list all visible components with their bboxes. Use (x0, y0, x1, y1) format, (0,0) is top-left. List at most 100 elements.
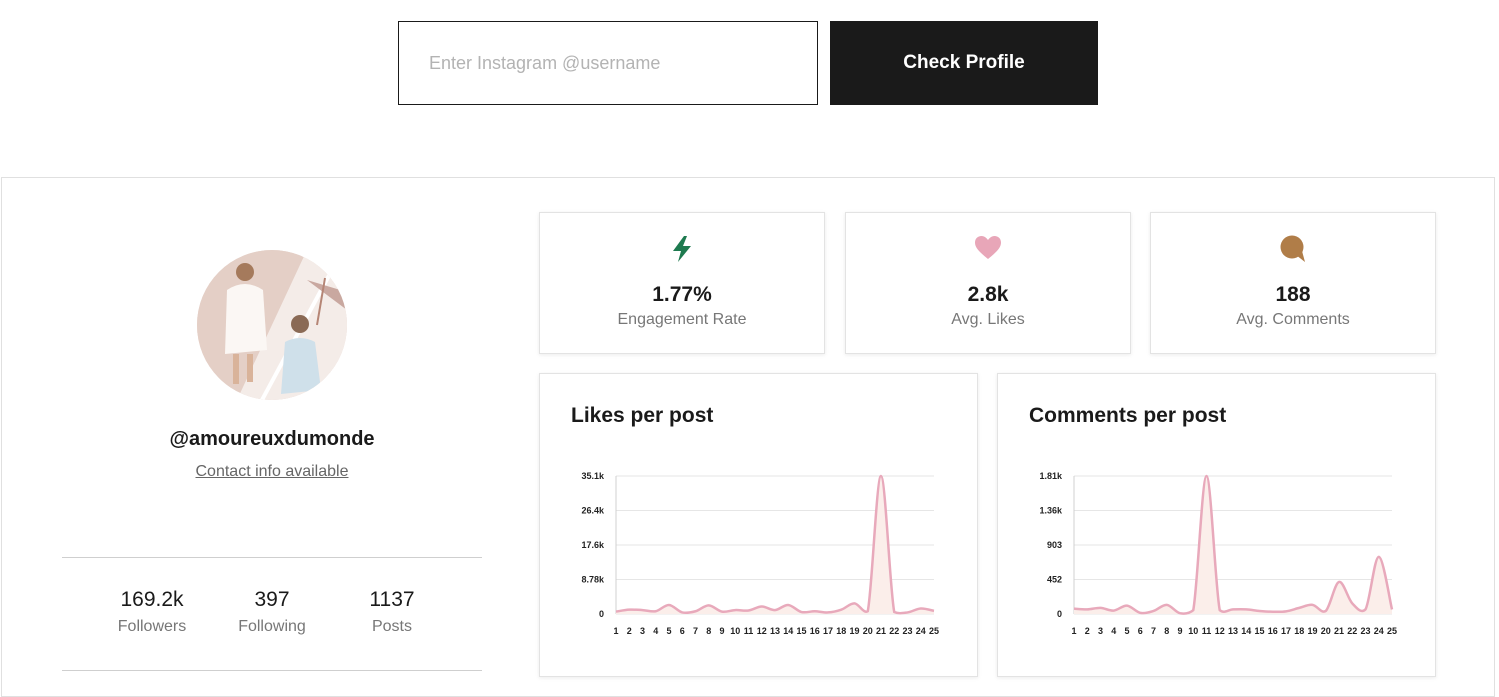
stat-followers: 169.2k Followers (92, 588, 212, 636)
profile-column: @amoureuxdumonde Contact info available … (62, 178, 482, 696)
x-tick-label: 25 (929, 626, 939, 636)
x-tick-label: 24 (916, 626, 926, 636)
x-tick-label: 6 (680, 626, 685, 636)
series-line (1073, 474, 1394, 615)
x-tick-label: 18 (836, 626, 846, 636)
metric-value: 1.77% (652, 283, 712, 306)
profile-stats: 169.2k Followers 397 Following 1137 Post… (62, 588, 482, 638)
stat-posts: 1137 Posts (332, 588, 452, 636)
x-tick-label: 25 (1387, 626, 1397, 636)
x-tick-label: 18 (1294, 626, 1304, 636)
chat-bubble-icon (1151, 235, 1435, 263)
x-tick-label: 8 (1164, 626, 1169, 636)
x-tick-label: 14 (783, 626, 793, 636)
y-tick-label: 17.6k (581, 540, 605, 550)
x-tick-label: 9 (1177, 626, 1182, 636)
y-tick-label: 1.36k (1039, 506, 1063, 516)
check-profile-button[interactable]: Check Profile (830, 21, 1098, 105)
x-tick-label: 24 (1374, 626, 1384, 636)
username-input[interactable] (399, 22, 817, 104)
x-tick-label: 10 (1188, 626, 1198, 636)
avg-comments-card: 188 Avg. Comments (1150, 212, 1436, 354)
stat-value: 397 (254, 588, 290, 611)
y-tick-label: 452 (1047, 575, 1062, 585)
username-search-field[interactable] (398, 21, 818, 105)
y-tick-label: 0 (1057, 609, 1062, 619)
x-tick-label: 2 (1085, 626, 1090, 636)
chart-title: Comments per post (1029, 404, 1227, 427)
stat-value: 169.2k (120, 588, 184, 611)
divider (62, 557, 482, 558)
x-tick-label: 8 (706, 626, 711, 636)
comments-chart-card: Comments per post 0 452 903 1.36k 1.81k 1 2 3 4 5… (997, 373, 1436, 677)
x-tick-label: 22 (1347, 626, 1357, 636)
y-tick-label: 0 (599, 609, 604, 619)
stat-following: 397 Following (212, 588, 332, 636)
x-tick-label: 3 (1098, 626, 1103, 636)
x-tick-label: 22 (889, 626, 899, 636)
x-tick-label: 23 (902, 626, 912, 636)
x-tick-label: 11 (1202, 626, 1212, 636)
x-tick-label: 14 (1241, 626, 1251, 636)
x-tick-label: 4 (1111, 626, 1116, 636)
y-tick-label: 1.81k (1039, 471, 1063, 481)
y-tick-label: 903 (1047, 540, 1062, 550)
x-tick-label: 2 (627, 626, 632, 636)
avatar (197, 250, 347, 400)
stat-label: Posts (371, 618, 412, 635)
contact-info-link[interactable]: Contact info available (195, 463, 349, 480)
x-tick-label: 6 (1138, 626, 1143, 636)
profile-panel: @amoureuxdumonde Contact info available … (1, 177, 1495, 697)
profile-handle: @amoureuxdumonde (169, 428, 375, 450)
chart-title: Likes per post (571, 404, 714, 427)
metric-label: Avg. Likes (951, 311, 1025, 328)
x-tick-label: 23 (1360, 626, 1370, 636)
x-tick-label: 13 (770, 626, 780, 636)
metric-value: 188 (1275, 283, 1311, 306)
x-tick-label: 21 (876, 626, 886, 636)
likes-chart-card: Likes per post 0 8.78k 17.6k 26.4k 35.1k 1 2 3 4… (539, 373, 978, 677)
x-tick-label: 17 (823, 626, 833, 636)
x-tick-label: 20 (1321, 626, 1331, 636)
y-tick-label: 35.1k (581, 471, 605, 481)
x-tick-label: 15 (796, 626, 806, 636)
x-tick-label: 13 (1228, 626, 1238, 636)
metric-label: Engagement Rate (617, 311, 747, 328)
x-tick-label: 1 (613, 626, 618, 636)
x-tick-label: 4 (653, 626, 658, 636)
x-tick-label: 19 (849, 626, 859, 636)
avg-likes-card: 2.8k Avg. Likes (845, 212, 1131, 354)
x-tick-label: 15 (1254, 626, 1264, 636)
x-tick-label: 9 (719, 626, 724, 636)
engagement-rate-card: 1.77% Engagement Rate (539, 212, 825, 354)
metric-label: Avg. Comments (1236, 311, 1350, 328)
x-tick-label: 20 (863, 626, 873, 636)
x-tick-label: 10 (730, 626, 740, 636)
lightning-icon (540, 235, 824, 263)
avatar-image (197, 250, 347, 400)
x-tick-label: 16 (1268, 626, 1278, 636)
y-tick-label: 8.78k (581, 575, 605, 585)
x-tick-label: 21 (1334, 626, 1344, 636)
stat-label: Followers (117, 618, 187, 635)
x-tick-label: 12 (1215, 626, 1225, 636)
x-tick-label: 5 (1124, 626, 1129, 636)
divider (62, 670, 482, 671)
stat-label: Following (238, 618, 306, 635)
metric-value: 2.8k (967, 283, 1009, 306)
x-tick-label: 5 (666, 626, 671, 636)
x-tick-label: 17 (1281, 626, 1291, 636)
stat-value: 1137 (369, 588, 415, 611)
x-tick-label: 19 (1307, 626, 1317, 636)
heart-icon (846, 235, 1130, 263)
x-tick-label: 7 (693, 626, 698, 636)
y-tick-label: 26.4k (581, 506, 605, 516)
x-tick-label: 11 (744, 626, 754, 636)
x-tick-label: 3 (640, 626, 645, 636)
x-tick-label: 1 (1071, 626, 1076, 636)
x-tick-label: 16 (810, 626, 820, 636)
x-tick-label: 12 (757, 626, 767, 636)
x-tick-label: 7 (1151, 626, 1156, 636)
